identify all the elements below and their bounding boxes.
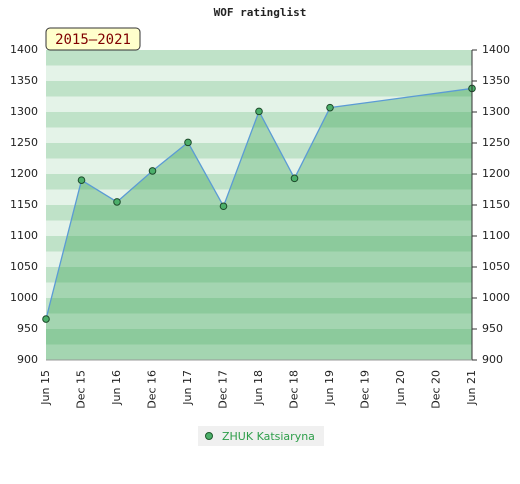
background-stripe [46,220,472,236]
y-tick-label: 1000 [10,291,38,304]
y2-tick-label: 1350 [482,74,510,87]
y2-tick-label: 1400 [482,43,510,56]
y-tick-label: 1250 [10,136,38,149]
y-tick-label: 1200 [10,167,38,180]
x-tick-label: Dec 16 [146,370,159,409]
point [42,315,50,323]
y2-tick-label: 1050 [482,260,510,273]
background-stripe [46,65,472,81]
x-tick-label: Dec 20 [430,370,443,409]
background-stripe [46,143,472,159]
y2-tick-label: 1100 [482,229,510,242]
y2-tick-label: 1200 [482,167,510,180]
y2-tick-label: 1150 [482,198,510,211]
period-label: 2015–2021 [55,32,131,48]
background-stripe [46,298,472,314]
background-stripe [46,313,472,329]
x-tick-label: Jun 16 [110,370,123,406]
point [255,107,263,116]
y2-tick-label: 1250 [482,136,510,149]
y2-tick-label: 1000 [482,291,510,304]
x-tick-label: Dec 18 [288,370,301,409]
background-stripe [46,50,472,66]
point [219,202,228,211]
legend [198,426,324,446]
y2-tick-label: 1300 [482,105,510,118]
x-tick-label: Jun 15 [39,370,52,406]
point [290,174,299,183]
background-stripe [46,205,472,221]
chart-title: WOF ratinglist [214,6,307,19]
area-fill [46,88,472,360]
y-tick-label: 1150 [10,198,38,211]
period-box [45,27,141,51]
background-stripe [46,189,472,205]
background-stripe [46,81,472,97]
y-tick-label: 1350 [10,74,38,87]
x-tick-label: Jun 18 [252,370,265,406]
y2-tick-label: 900 [482,353,503,366]
y-tick-label: 1400 [10,43,38,56]
legend-marker [205,432,213,440]
background-stripe [46,112,472,128]
background-stripe [46,251,472,267]
x-tick-label: Dec 19 [359,370,372,409]
x-tick-label: Jun 20 [394,370,407,406]
x-tick-label: Jun 17 [181,370,194,406]
background-stripe [46,96,472,112]
y-tick-label: 1050 [10,260,38,273]
y-tick-label: 900 [17,353,38,366]
point [184,138,192,147]
x-tick-label: Jun 19 [323,370,336,406]
background-stripe [46,174,472,190]
y-tick-label: 1100 [10,229,38,242]
y-tick-label: 1300 [10,105,38,118]
point [326,103,334,112]
plot-area [42,50,476,360]
point [77,176,86,184]
x-tick-label: Dec 15 [75,370,88,409]
legend-label: ZHUK Katsiaryna [222,430,315,443]
y2-tick-label: 950 [482,322,503,335]
background-stripe [46,127,472,143]
background-stripe [46,329,472,345]
point [148,167,157,175]
x-tick-label: Dec 17 [217,370,230,409]
background-stripe [46,282,472,298]
background-stripe [46,267,472,283]
background-stripe [46,344,472,360]
background-stripe [46,236,472,252]
y-tick-label: 950 [17,322,38,335]
line [45,87,473,320]
x-tick-label: Jun 21 [465,370,478,406]
point [113,198,121,206]
